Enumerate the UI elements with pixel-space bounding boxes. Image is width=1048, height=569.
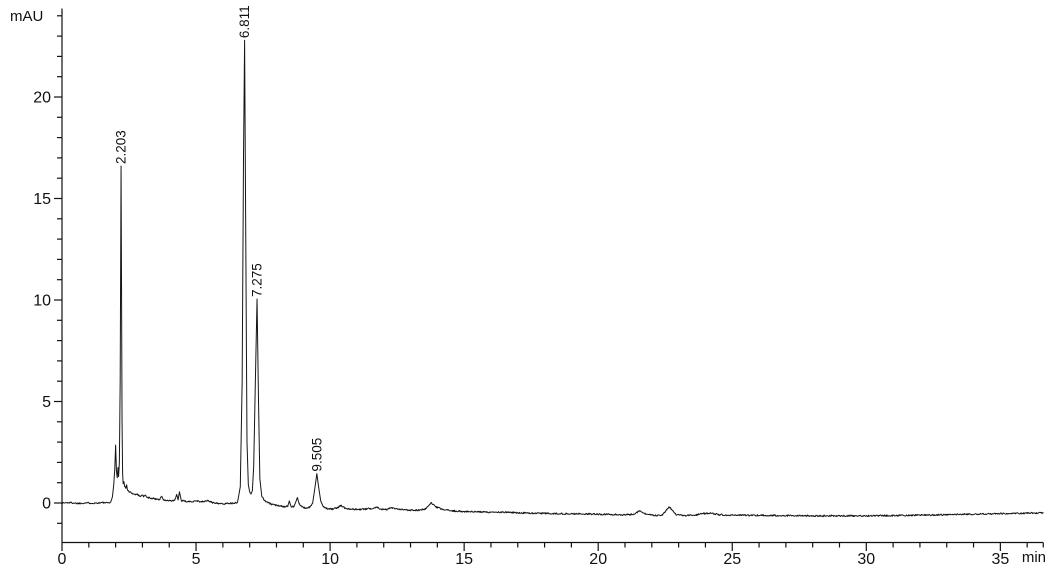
peak-label: 7.275 bbox=[250, 263, 265, 297]
trace-layer bbox=[61, 39, 1044, 518]
y-tick-label: 10 bbox=[33, 293, 51, 310]
x-tick-label: 20 bbox=[589, 551, 607, 568]
x-axis-unit-label: min bbox=[1022, 549, 1046, 566]
x-tick-label: 10 bbox=[321, 551, 339, 568]
x-tick-label: 30 bbox=[857, 551, 875, 568]
peak-label: 2.203 bbox=[114, 130, 129, 164]
y-tick-label: 20 bbox=[33, 90, 51, 107]
x-tick-label: 35 bbox=[991, 551, 1009, 568]
x-tick-label: 15 bbox=[455, 551, 473, 568]
x-tick-label: 0 bbox=[58, 551, 67, 568]
trace-path bbox=[61, 39, 1044, 518]
y-axis-unit-label: mAU bbox=[10, 8, 43, 25]
axes-layer: 0 5 10 15 20 0 5 10 15 20 25 30 35 bbox=[33, 8, 1044, 568]
y-tick-label: 5 bbox=[42, 394, 51, 411]
peak-label-layer: 2.203 6.811 7.275 9.505 bbox=[114, 5, 325, 471]
x-tick-label: 5 bbox=[192, 551, 201, 568]
peak-label: 6.811 bbox=[237, 5, 252, 38]
x-tick-label: 25 bbox=[723, 551, 741, 568]
y-tick-label: 15 bbox=[33, 191, 51, 208]
y-tick-label: 0 bbox=[42, 496, 51, 513]
peak-label: 9.505 bbox=[309, 438, 324, 472]
